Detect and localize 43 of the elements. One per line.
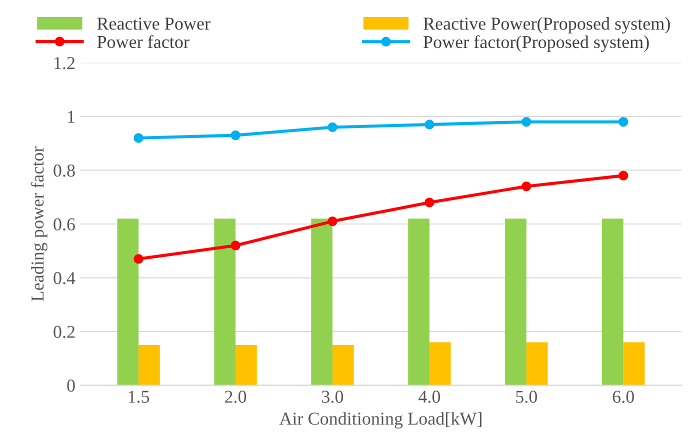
y-tick-label: 0.6 bbox=[54, 218, 75, 231]
y-tick-label: 1.2 bbox=[54, 57, 75, 70]
x-tick-label: 5.0 bbox=[516, 390, 537, 403]
bar bbox=[623, 342, 645, 386]
bar bbox=[214, 218, 236, 386]
x-tick-label: 2.0 bbox=[225, 390, 246, 403]
legend-label: Reactive Power bbox=[97, 18, 210, 30]
y-tick-label: 0.4 bbox=[54, 272, 76, 284]
bar bbox=[138, 344, 160, 386]
bar bbox=[332, 344, 354, 386]
point bbox=[230, 130, 240, 140]
point bbox=[618, 170, 628, 180]
y-tick-label: 0.2 bbox=[54, 326, 75, 338]
x-tick-label: 1.5 bbox=[128, 390, 150, 403]
legend-label: Power factor(Proposed system) bbox=[423, 35, 649, 52]
x-tick-label: 6.0 bbox=[612, 390, 634, 403]
point bbox=[328, 122, 338, 132]
bar bbox=[408, 218, 430, 386]
legend-label: Reactive Power(Proposed system) bbox=[423, 17, 670, 34]
y-tick-label: 0 bbox=[67, 380, 75, 392]
x-axis-title: Air Conditioning Load[kW] bbox=[279, 412, 482, 428]
point bbox=[522, 182, 532, 192]
point bbox=[424, 198, 434, 208]
y-tick-label: 1 bbox=[68, 110, 74, 123]
point bbox=[230, 240, 240, 250]
point bbox=[618, 116, 628, 127]
bar bbox=[117, 218, 139, 386]
bar bbox=[236, 344, 257, 386]
bar bbox=[429, 342, 451, 386]
bar bbox=[602, 218, 624, 386]
x-tick-label: 3.0 bbox=[322, 390, 344, 403]
point bbox=[522, 116, 532, 127]
point bbox=[134, 254, 144, 264]
bar bbox=[311, 218, 332, 386]
point bbox=[328, 216, 338, 226]
bar bbox=[505, 218, 526, 386]
legend-label: Power factor bbox=[97, 35, 190, 48]
x-tick-label: 4.0 bbox=[418, 390, 440, 403]
point bbox=[134, 133, 144, 143]
bar bbox=[526, 342, 548, 386]
y-tick-label: 0.8 bbox=[54, 164, 75, 177]
y-axis-title: Leading power factor bbox=[30, 146, 48, 302]
point bbox=[424, 120, 434, 130]
